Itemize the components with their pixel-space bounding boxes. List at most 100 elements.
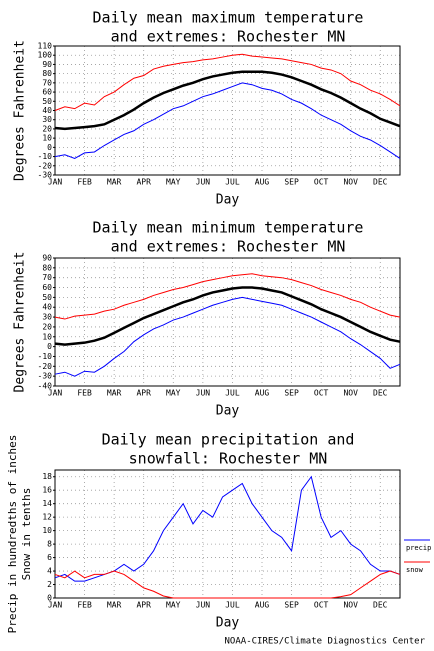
y-tick-label: 6 xyxy=(47,553,52,562)
chart-title: snowfall: Rochester MN xyxy=(129,450,328,468)
x-tick-label: APR xyxy=(136,601,151,610)
footer: NOAA-CIRES/Climate Diagnostics Center xyxy=(225,637,426,647)
y-tick-label: -40 xyxy=(38,382,53,391)
y-tick-label: 80 xyxy=(42,69,52,78)
y-tick-label: 16 xyxy=(42,486,52,495)
x-tick-label: SEP xyxy=(284,178,299,187)
x-tick-label: JUN xyxy=(196,178,211,187)
y-tick-label: 30 xyxy=(42,115,52,124)
y-tick-label: 10 xyxy=(42,332,52,341)
x-tick-label: JUN xyxy=(196,601,211,610)
y-tick-label: 40 xyxy=(42,106,52,115)
x-tick-label: JAN xyxy=(48,389,63,398)
chart-title: Daily mean precipitation and xyxy=(102,431,355,449)
data-line xyxy=(54,296,401,377)
y-tick-label: 2 xyxy=(47,580,52,589)
x-tick-label: JAN xyxy=(48,601,63,610)
x-tick-label: MAR xyxy=(107,389,122,398)
x-tick-label: AUG xyxy=(255,178,270,187)
y-tick-label: 90 xyxy=(42,60,52,69)
x-tick-label: JUL xyxy=(225,178,240,187)
x-axis-label: Day xyxy=(216,193,240,208)
x-tick-label: JUN xyxy=(196,389,211,398)
y-tick-label: 4 xyxy=(47,567,52,576)
x-tick-label: JAN xyxy=(48,178,63,187)
plot-frame xyxy=(54,257,401,387)
plot-frame xyxy=(54,469,401,599)
y-tick-label: 50 xyxy=(42,293,52,302)
y-axis-label: Snow in tenths xyxy=(20,488,33,581)
data-line xyxy=(54,82,401,159)
x-tick-label: AUG xyxy=(255,389,270,398)
x-axis-label: Day xyxy=(216,616,240,631)
y-tick-label: 110 xyxy=(38,42,53,51)
y-tick-label: 80 xyxy=(42,263,52,272)
y-tick-label: -20 xyxy=(38,161,53,170)
x-tick-label: DEC xyxy=(373,601,388,610)
y-tick-label: 40 xyxy=(42,303,52,312)
y-axis-label: Degrees Fahrenheit xyxy=(13,252,28,393)
x-tick-label: FEB xyxy=(77,389,92,398)
x-tick-label: MAR xyxy=(107,601,122,610)
x-tick-label: APR xyxy=(136,178,151,187)
x-tick-label: MAY xyxy=(166,601,181,610)
x-tick-label: OCT xyxy=(314,389,329,398)
data-line xyxy=(54,273,401,320)
x-tick-label: APR xyxy=(136,389,151,398)
y-tick-label: 10 xyxy=(42,134,52,143)
y-tick-label: 0 xyxy=(47,143,52,152)
legend-label: snow xyxy=(406,566,424,574)
data-line xyxy=(54,286,401,346)
y-tick-label: 10 xyxy=(42,526,52,535)
y-tick-label: 14 xyxy=(42,499,52,508)
y-tick-label: -30 xyxy=(38,372,53,381)
x-tick-label: DEC xyxy=(373,178,388,187)
x-tick-label: JUL xyxy=(225,389,240,398)
y-tick-label: 0 xyxy=(47,594,52,603)
y-tick-label: 8 xyxy=(47,540,52,549)
y-tick-label: 18 xyxy=(42,472,52,481)
y-tick-label: 60 xyxy=(42,88,52,97)
x-tick-label: MAR xyxy=(107,178,122,187)
x-tick-label: AUG xyxy=(255,601,270,610)
x-tick-label: DEC xyxy=(373,389,388,398)
y-tick-label: -10 xyxy=(38,152,53,161)
x-tick-label: NOV xyxy=(343,178,358,187)
y-tick-label: 90 xyxy=(42,254,52,263)
x-tick-label: SEP xyxy=(284,601,299,610)
y-axis-label: Degrees Fahrenheit xyxy=(13,40,28,181)
data-line xyxy=(54,570,401,599)
x-axis-label: Day xyxy=(216,404,240,419)
legend-label: precip xyxy=(406,544,431,552)
x-tick-label: OCT xyxy=(314,178,329,187)
y-tick-label: 20 xyxy=(42,322,52,331)
data-line xyxy=(54,475,401,582)
x-tick-label: MAY xyxy=(166,178,181,187)
x-tick-label: NOV xyxy=(343,389,358,398)
y-tick-label: 12 xyxy=(42,513,52,522)
x-tick-label: FEB xyxy=(77,178,92,187)
chart-title: Daily mean maximum temperature xyxy=(93,9,364,27)
data-line xyxy=(54,70,401,131)
x-tick-label: SEP xyxy=(284,389,299,398)
chart-title: and extremes: Rochester MN xyxy=(111,28,346,46)
x-tick-label: OCT xyxy=(314,601,329,610)
x-tick-label: FEB xyxy=(77,601,92,610)
y-tick-label: 70 xyxy=(42,273,52,282)
y-axis-label: Precip in hundredths of inches xyxy=(6,435,19,634)
data-line xyxy=(54,53,401,111)
y-tick-label: -20 xyxy=(38,362,53,371)
chart-title: and extremes: Rochester MN xyxy=(111,238,346,256)
x-tick-label: JUL xyxy=(225,601,240,610)
x-tick-label: MAY xyxy=(166,389,181,398)
y-tick-label: -10 xyxy=(38,352,53,361)
chart-title: Daily mean minimum temperature xyxy=(93,219,364,237)
x-tick-label: NOV xyxy=(343,601,358,610)
y-tick-label: 100 xyxy=(38,51,53,60)
y-tick-label: 20 xyxy=(42,124,52,133)
y-tick-label: 70 xyxy=(42,78,52,87)
y-tick-label: 0 xyxy=(47,342,52,351)
y-tick-label: 60 xyxy=(42,283,52,292)
y-tick-label: 30 xyxy=(42,313,52,322)
